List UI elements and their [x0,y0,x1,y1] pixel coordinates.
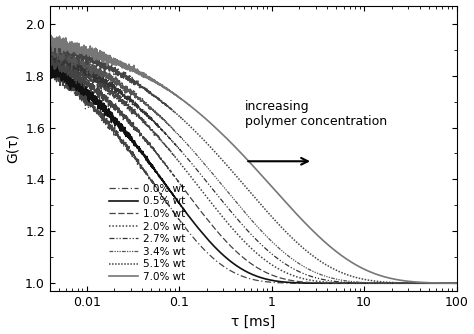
3.4% wt [93,64,99,68]
Line: 2.7% wt: 2.7% wt [50,47,456,283]
0.0% wt [221,264,227,268]
Line: 0.5% wt: 0.5% wt [50,61,456,283]
5.1% wt [93,57,99,61]
5.1% wt [402,281,408,285]
0.0% wt [454,281,459,285]
0.5% wt [118,129,123,133]
2.7% wt [446,281,452,285]
2.0% wt [446,281,452,285]
1.0% wt [446,281,452,285]
Line: 2.0% wt: 2.0% wt [50,52,456,283]
3.4% wt [454,281,459,285]
Y-axis label: G(τ): G(τ) [6,133,19,163]
0.5% wt [47,71,53,75]
2.0% wt [402,281,408,285]
Line: 1.0% wt: 1.0% wt [50,54,456,283]
7.0% wt [118,63,123,67]
0.5% wt [402,281,408,285]
2.0% wt [93,78,99,82]
Line: 3.4% wt: 3.4% wt [50,46,456,283]
0.0% wt [47,68,53,72]
0.0% wt [93,110,99,114]
2.7% wt [203,179,209,183]
2.0% wt [118,94,123,98]
2.7% wt [402,281,408,285]
Line: 5.1% wt: 5.1% wt [50,40,456,283]
0.5% wt [415,281,420,285]
5.1% wt [454,281,459,285]
0.5% wt [454,281,459,285]
3.4% wt [47,49,53,53]
7.0% wt [47,32,53,36]
2.7% wt [118,92,123,96]
0.5% wt [47,59,53,63]
0.5% wt [221,254,227,258]
1.0% wt [221,236,227,240]
2.7% wt [47,48,53,52]
0.0% wt [446,281,452,285]
3.4% wt [446,281,452,285]
Legend: 0.0% wt, 0.5% wt, 1.0% wt, 2.0% wt, 2.7% wt, 3.4% wt, 5.1% wt, 7.0% wt: 0.0% wt, 0.5% wt, 1.0% wt, 2.0% wt, 2.7%… [108,183,187,283]
5.1% wt [118,70,123,74]
Line: 0.0% wt: 0.0% wt [50,67,456,283]
0.0% wt [47,65,53,69]
2.7% wt [93,72,99,76]
3.4% wt [203,164,209,168]
Line: 7.0% wt: 7.0% wt [50,34,456,283]
7.0% wt [454,281,459,285]
7.0% wt [446,281,451,285]
X-axis label: τ [ms]: τ [ms] [231,314,275,328]
5.1% wt [47,43,53,47]
0.5% wt [203,235,209,239]
2.0% wt [454,281,459,285]
7.0% wt [93,47,99,51]
0.0% wt [402,281,408,285]
1.0% wt [50,52,55,56]
1.0% wt [118,111,123,115]
2.7% wt [221,201,227,205]
2.0% wt [47,51,53,55]
2.0% wt [203,194,209,198]
1.0% wt [438,281,444,285]
0.5% wt [93,96,99,100]
1.0% wt [454,281,459,285]
0.5% wt [446,281,452,285]
7.0% wt [220,133,226,137]
1.0% wt [203,216,209,220]
3.4% wt [48,44,54,48]
0.0% wt [118,136,123,140]
2.7% wt [454,281,459,285]
2.7% wt [51,45,56,49]
5.1% wt [50,38,55,42]
7.0% wt [402,279,408,283]
3.4% wt [402,281,408,285]
5.1% wt [203,140,209,144]
Text: increasing
polymer concentration: increasing polymer concentration [246,100,387,128]
7.0% wt [203,117,209,121]
3.4% wt [118,84,123,88]
0.0% wt [395,281,401,285]
2.0% wt [221,216,227,220]
3.4% wt [221,185,227,189]
0.0% wt [203,249,209,254]
1.0% wt [402,281,408,285]
5.1% wt [221,159,227,163]
1.0% wt [47,63,53,67]
1.0% wt [93,89,99,93]
5.1% wt [446,281,452,285]
2.0% wt [50,50,55,54]
